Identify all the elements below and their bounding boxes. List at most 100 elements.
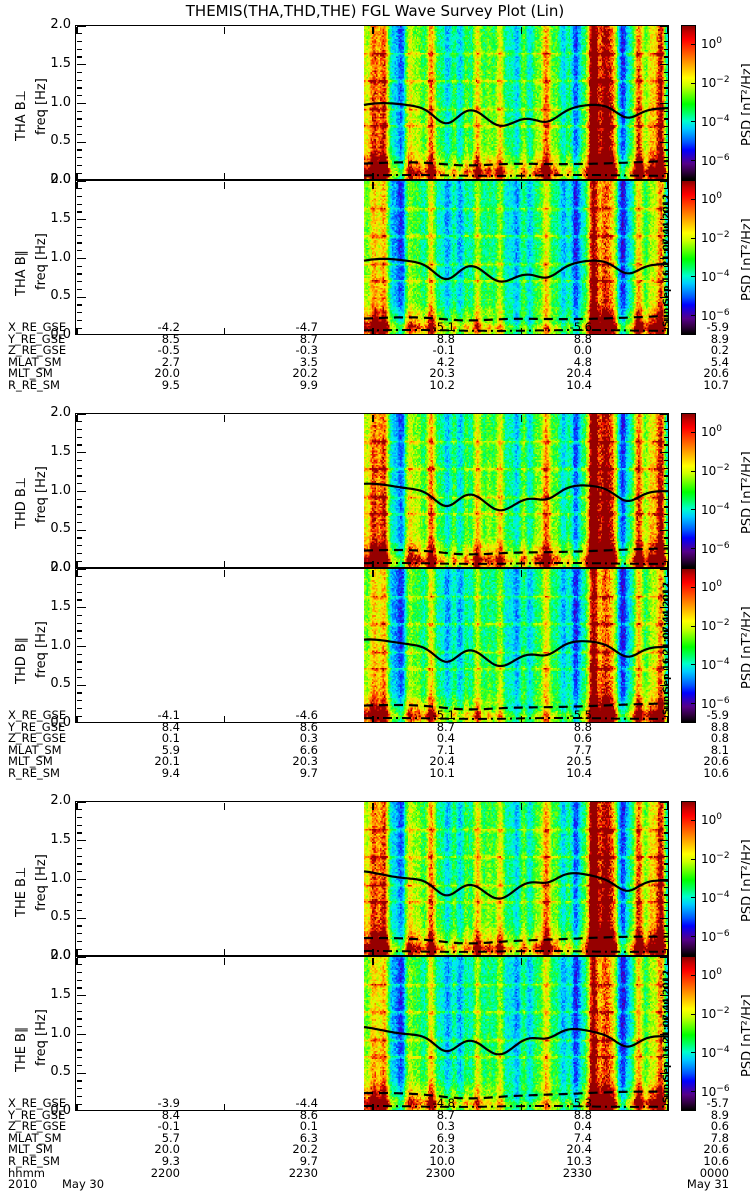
ephemeris-value: 7.7 bbox=[573, 742, 592, 757]
ephemeris-value: 8.4 bbox=[161, 1107, 180, 1122]
colorbar bbox=[681, 413, 696, 568]
ephemeris-value: -4.1 bbox=[157, 708, 180, 722]
ephemeris-value: 20.2 bbox=[292, 366, 318, 381]
ephemeris-value: -5.1 bbox=[432, 708, 455, 722]
date-right-label: May 31 bbox=[686, 1177, 729, 1192]
ephemeris-value: 20.0 bbox=[154, 1142, 180, 1157]
ephemeris-value: -0.5 bbox=[157, 343, 180, 358]
ephemeris-value: 20.4 bbox=[566, 366, 592, 381]
ephemeris-block-thd: X_RE_GSE -4.1 -4.6 -5.1 -5.5 -5.9 Y_RE_GSE 8.4 8… bbox=[0, 708, 750, 780]
spectrogram-panel-thd-perp bbox=[75, 413, 669, 568]
y-tick-label: 0.0 bbox=[50, 327, 71, 342]
colorbar-tick-label: 10−6 bbox=[701, 307, 730, 323]
colorbar-gradient bbox=[682, 957, 695, 1110]
y-tick-label: 1.5 bbox=[50, 986, 71, 1002]
ephemeris-value: -0.1 bbox=[432, 343, 455, 358]
ephemeris-value: 0.1 bbox=[161, 731, 180, 746]
ephemeris-value: 20.6 bbox=[703, 366, 729, 381]
x-tick-label: 2300 bbox=[425, 1165, 455, 1180]
y-tick-label: 0.5 bbox=[50, 133, 71, 149]
ephemeris-value: -5.1 bbox=[432, 320, 455, 334]
colorbar-gradient bbox=[682, 569, 695, 722]
ephemeris-value: 20.2 bbox=[292, 1142, 318, 1157]
ephemeris-key: R_RE_SM bbox=[8, 377, 60, 392]
ephemeris-value: -5.9 bbox=[706, 708, 729, 722]
colorbar-axis-title: PSD [nT²/Hz] bbox=[740, 450, 750, 534]
y-axis-title: freq [Hz] bbox=[34, 620, 49, 678]
ephemeris-value: -4.4 bbox=[295, 1096, 318, 1110]
y-tick-label: 0.5 bbox=[50, 676, 71, 692]
ephemeris-row: X_RE_GSE -4.2 -4.7 -5.1 -5.6 -5.9 bbox=[0, 320, 750, 334]
ephemeris-value: 10.4 bbox=[566, 377, 592, 392]
ephemeris-value: 20.3 bbox=[429, 1142, 455, 1157]
ephemeris-value: 10.2 bbox=[429, 377, 455, 392]
ephemeris-value: 9.7 bbox=[299, 1153, 318, 1168]
ephemeris-row: MLAT_SM 5.7 6.3 6.9 7.4 7.8 bbox=[0, 1130, 750, 1145]
ephemeris-block-tha: X_RE_GSE -4.2 -4.7 -5.1 -5.6 -5.9 Y_RE_GSE 8.5 8… bbox=[0, 320, 750, 392]
ephemeris-value: 20.5 bbox=[566, 754, 592, 769]
colorbar-tick-label: 10−4 bbox=[701, 501, 730, 517]
ephemeris-value: -5.3 bbox=[569, 1096, 592, 1110]
ephemeris-value: 0.0 bbox=[573, 343, 592, 358]
ephemeris-value: -5.6 bbox=[569, 320, 592, 334]
x-tick-label: 2230 bbox=[288, 1165, 318, 1180]
ephemeris-row: R_RE_SM 9.3 9.7 10.0 10.3 10.6 bbox=[0, 1153, 750, 1168]
ephemeris-value: 7.4 bbox=[573, 1130, 592, 1145]
ephemeris-value: 8.8 bbox=[436, 331, 455, 346]
colorbar-gradient bbox=[682, 802, 695, 955]
render-timestamp: Sun Sep 16 21:07:44 2012 bbox=[662, 969, 672, 1103]
colorbar-gradient bbox=[682, 414, 695, 567]
ephemeris-value: 8.8 bbox=[573, 1107, 592, 1122]
ephemeris-value: 8.6 bbox=[299, 1107, 318, 1122]
ephemeris-key: Z_RE_GSE bbox=[8, 1119, 67, 1134]
ephemeris-value: 20.1 bbox=[154, 754, 180, 769]
ephemeris-row: Y_RE_GSE 8.5 8.7 8.8 8.8 8.9 bbox=[0, 331, 750, 346]
ephemeris-value: 6.6 bbox=[299, 742, 318, 757]
ephemeris-value: 9.3 bbox=[161, 1153, 180, 1168]
ephemeris-value: 8.7 bbox=[299, 331, 318, 346]
y-tick-label: 2.0 bbox=[50, 948, 71, 963]
ephemeris-row: Z_RE_GSE -0.5 -0.3 -0.1 0.0 0.2 bbox=[0, 345, 750, 357]
ephemeris-value: 9.7 bbox=[299, 765, 318, 780]
ephemeris-value: -5.7 bbox=[706, 1096, 729, 1110]
colorbar-axis-title: PSD [nT²/Hz] bbox=[740, 838, 750, 922]
y-tick-label: 1.0 bbox=[50, 637, 71, 653]
ephemeris-value: 20.0 bbox=[154, 366, 180, 381]
ephemeris-row: MLAT_SM 2.7 3.5 4.2 4.8 5.4 bbox=[0, 356, 750, 369]
y-tick-label: 1.5 bbox=[50, 55, 71, 71]
colorbar-axis-title: PSD [nT²/Hz] bbox=[740, 993, 750, 1077]
colorbar bbox=[681, 568, 696, 723]
ephemeris-key: X_RE_GSE bbox=[8, 320, 67, 334]
ephemeris-value: 10.1 bbox=[429, 765, 455, 780]
colorbar-tick-label: 10−2 bbox=[701, 851, 730, 867]
colorbar-tick-label: 10−2 bbox=[701, 75, 730, 91]
colorbar-tick-label: 10−2 bbox=[701, 230, 730, 246]
ephemeris-value: 20.3 bbox=[292, 754, 318, 769]
colorbar-tick-label: 100 bbox=[701, 812, 723, 828]
spectrogram-panel-the-para bbox=[75, 956, 669, 1111]
ephemeris-value: -3.9 bbox=[157, 1096, 180, 1110]
y-tick-label: 1.5 bbox=[50, 443, 71, 459]
ephemeris-value: -0.1 bbox=[157, 1119, 180, 1134]
ephemeris-value: 0.6 bbox=[710, 1119, 729, 1134]
y-tick-label: 0.0 bbox=[50, 560, 71, 575]
ephemeris-row: MLT_SM 20.0 20.2 20.3 20.4 20.6 bbox=[0, 368, 750, 380]
y-tick-label: 2.0 bbox=[50, 560, 71, 575]
ephemeris-value: -0.3 bbox=[295, 343, 318, 358]
ephemeris-value: 0.4 bbox=[573, 1119, 592, 1134]
y-tick-label: 0.0 bbox=[50, 1103, 71, 1118]
ephemeris-key: X_RE_GSE bbox=[8, 708, 67, 722]
y-tick-label: 0.5 bbox=[50, 909, 71, 925]
y-tick-label: 1.5 bbox=[50, 210, 71, 226]
x-axis-time-labels: hhmm 2200 2230 2300 2330 0000 2010 May 30 May 31 bbox=[0, 1165, 750, 1192]
panel-label-thd-para: THD B∥ bbox=[14, 636, 29, 684]
ephemeris-row: X_RE_GSE -4.1 -4.6 -5.1 -5.5 -5.9 bbox=[0, 708, 750, 722]
ephemeris-value: 10.7 bbox=[703, 377, 729, 392]
ephemeris-value: 8.7 bbox=[436, 1107, 455, 1122]
colorbar-tick-label: 10−4 bbox=[701, 113, 730, 129]
date-left-label: May 30 bbox=[62, 1177, 105, 1192]
colorbar-tick-label: 10−4 bbox=[701, 1044, 730, 1060]
y-tick-label: 1.0 bbox=[50, 249, 71, 265]
x-tick-label: 2330 bbox=[562, 1165, 592, 1180]
ephemeris-value: 9.5 bbox=[161, 377, 180, 392]
